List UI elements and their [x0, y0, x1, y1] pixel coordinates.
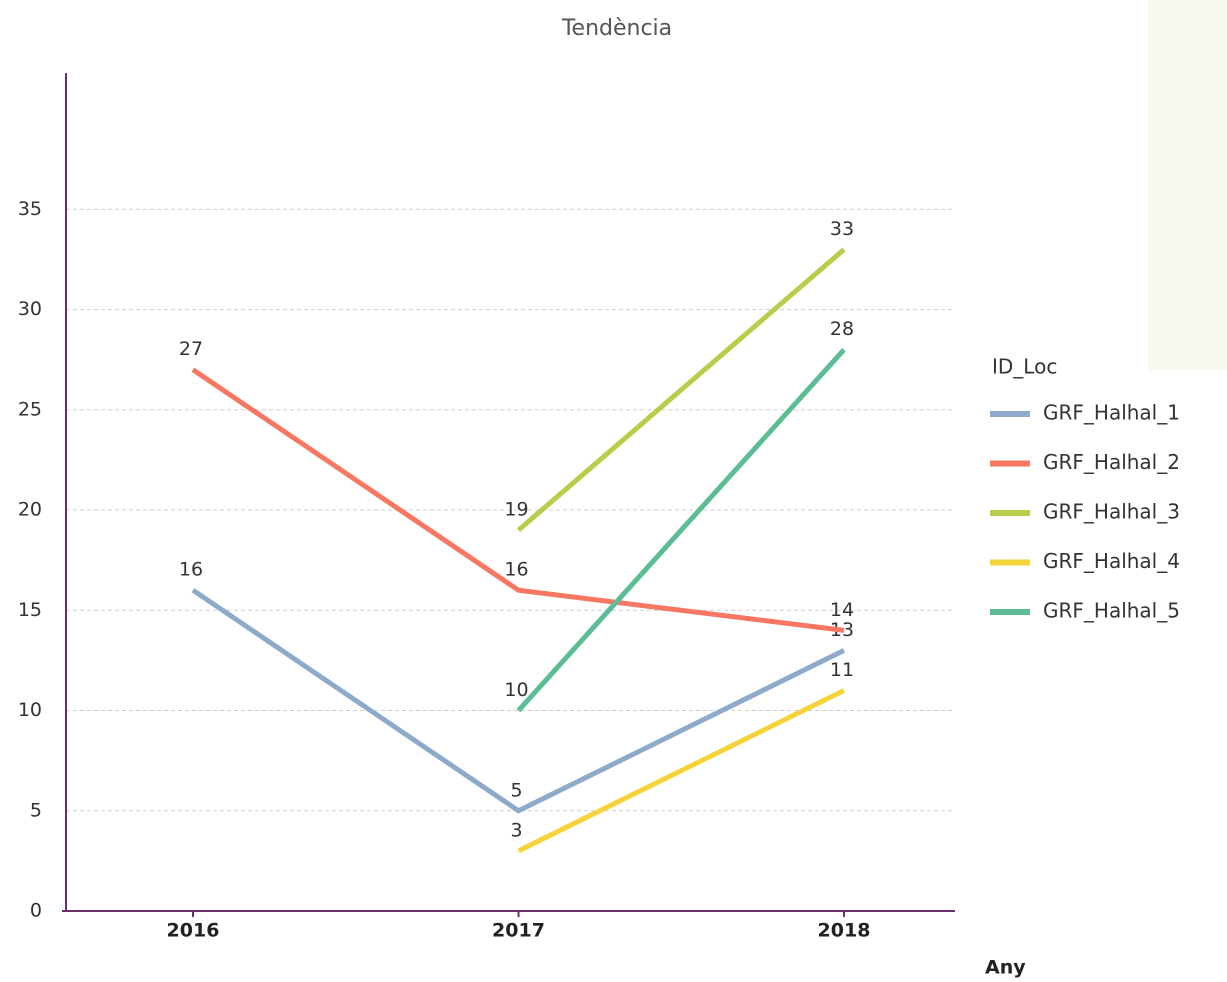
data-label: 33: [830, 218, 854, 240]
x-tick-label: 2018: [818, 920, 871, 942]
data-label: 27: [179, 338, 203, 360]
y-tick-label: 25: [18, 398, 42, 420]
data-label: 11: [830, 659, 854, 681]
y-tick-label: 30: [18, 298, 42, 320]
data-label: 3: [510, 819, 522, 841]
data-label: 14: [830, 599, 854, 621]
legend-label: GRF_Halhal_1: [1043, 401, 1180, 425]
data-label: 19: [504, 499, 528, 521]
chart-title: Tendència: [561, 16, 672, 41]
decorative-image: [1148, 0, 1227, 370]
data-label: 5: [510, 779, 522, 801]
y-tick-label: 35: [18, 198, 42, 220]
legend-label: GRF_Halhal_2: [1043, 450, 1180, 474]
y-tick-label: 20: [18, 499, 42, 521]
data-label: 16: [179, 559, 203, 581]
legend-label: GRF_Halhal_5: [1043, 599, 1180, 623]
data-label: 16: [504, 559, 528, 581]
y-tick-label: 10: [18, 699, 42, 721]
y-tick-label: 5: [30, 799, 42, 821]
data-label: 10: [504, 679, 528, 701]
x-tick-label: 2017: [492, 920, 545, 942]
legend-label: GRF_Halhal_4: [1043, 549, 1180, 573]
legend-label: GRF_Halhal_3: [1043, 500, 1180, 524]
y-tick-label: 15: [18, 599, 42, 621]
series-line: [517, 688, 846, 854]
x-axis-label: Any: [985, 957, 1026, 979]
series-line: [516, 247, 846, 532]
data-label: 28: [830, 318, 854, 340]
legend-title: ID_Loc: [992, 355, 1057, 379]
series-line: [191, 367, 845, 633]
x-tick-label: 2016: [167, 920, 220, 942]
series-line: [516, 347, 846, 713]
y-tick-label: 0: [30, 900, 42, 922]
series-line: [191, 588, 846, 814]
